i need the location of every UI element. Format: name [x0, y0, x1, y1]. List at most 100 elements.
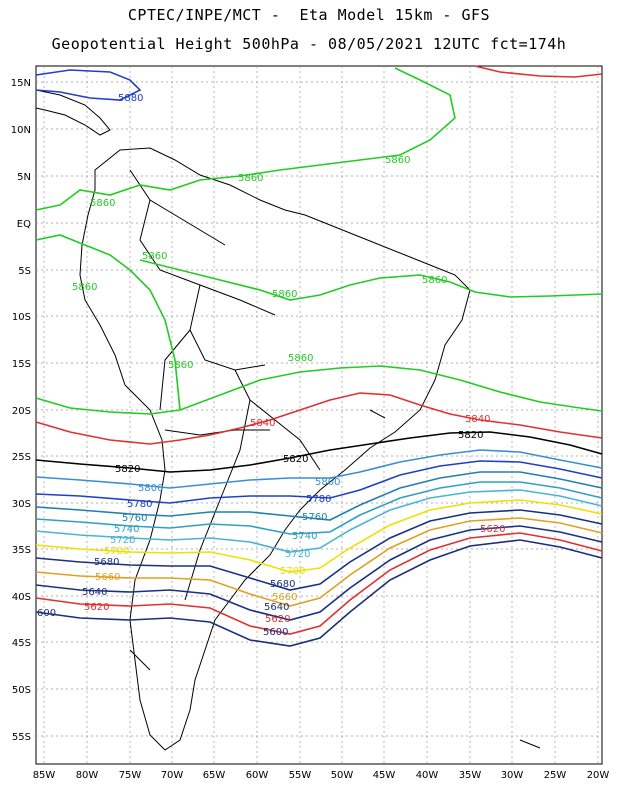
contour-5700 — [35, 499, 603, 573]
coastlines — [35, 89, 541, 751]
latitude-label: 10N — [11, 125, 31, 136]
contour-labels: 5880 5860 5860 5860 5860 5860 5860 5860 … — [37, 93, 505, 638]
longitude-label: 45W — [373, 770, 396, 781]
contour-5660 — [35, 517, 603, 607]
contour-label: 5760 — [302, 512, 327, 523]
contour-label: 5840 — [250, 418, 275, 429]
contour-label: 5680 — [270, 579, 295, 590]
contour-label: 5640 — [82, 587, 107, 598]
longitude-label: 20W — [587, 770, 610, 781]
contour-label: 5660 — [272, 592, 297, 603]
contour-label: 5600 — [263, 627, 288, 638]
contour-5720 — [35, 489, 603, 553]
contour-label: 5680 — [94, 557, 119, 568]
longitude-label: 80W — [76, 770, 99, 781]
contour-5820 — [35, 431, 603, 473]
contour-label: 5860 — [422, 275, 447, 286]
map-title-line1: CPTEC/INPE/MCT - Eta Model 15km - GFS — [127, 6, 491, 24]
contour-label: 5860 — [142, 251, 167, 262]
contour-label: 5660 — [95, 572, 120, 583]
latitude-label: 5N — [17, 172, 31, 183]
contour-label: 5800 — [138, 483, 163, 494]
latitude-labels: 15N 10N 5N EQ 5S 10S 15S 20S 25S 30S 35S 40S 45S 50S 5… — [11, 78, 31, 743]
contour-5680 — [35, 509, 603, 591]
contour-5860-south — [35, 365, 603, 415]
contour-label: 5820 — [458, 430, 483, 441]
contour-5620 — [35, 532, 603, 635]
longitude-label: 60W — [246, 770, 269, 781]
contour-label: 5860 — [72, 282, 97, 293]
contour-5880-east — [474, 65, 603, 78]
south-america-coast — [79, 147, 471, 751]
latitude-label: 15N — [11, 78, 31, 89]
islands — [129, 409, 541, 749]
contour-label: 5860 — [385, 155, 410, 166]
contour-label: 5780 — [127, 499, 152, 510]
longitude-label: 85W — [33, 770, 56, 781]
contour-label: 5820 — [115, 464, 140, 475]
contour-5800 — [35, 449, 603, 489]
latitude-label: 45S — [12, 638, 31, 649]
contour-label: 5860 — [90, 198, 115, 209]
map-title-line2: Geopotential Height 500hPa - 08/05/2021 … — [51, 35, 567, 53]
longitude-label: 70W — [161, 770, 184, 781]
longitude-label: 55W — [289, 770, 312, 781]
contour-label: 5740 — [114, 524, 139, 535]
map-frame — [35, 65, 603, 765]
latitude-label: 20S — [12, 406, 31, 417]
contour-label: 5700 — [104, 546, 129, 557]
contour-label: 5820 — [283, 454, 308, 465]
contour-label: 5860 — [272, 289, 297, 300]
contour-label: 5700 — [280, 566, 305, 577]
central-america-coast — [35, 89, 111, 136]
contour-5860-west — [35, 234, 181, 411]
contour-5760 — [35, 471, 603, 521]
contour-label: 5620 — [84, 602, 109, 613]
contour-label: 5780 — [306, 494, 331, 505]
contour-label: 5620 — [480, 524, 505, 535]
latitude-label: 55S — [12, 732, 31, 743]
longitude-label: 75W — [119, 770, 142, 781]
country-borders — [129, 169, 321, 601]
contour-label: 5860 — [288, 353, 313, 364]
longitude-label: 25W — [544, 770, 567, 781]
contour-label: 5760 — [122, 513, 147, 524]
height-contours — [35, 65, 603, 647]
longitude-label: 50W — [331, 770, 354, 781]
contour-5600 — [35, 539, 603, 647]
contour-5860-north — [35, 67, 456, 211]
contour-label: 5720 — [110, 535, 135, 546]
longitude-labels: 85W 80W 75W 70W 65W 60W 55W 50W 45W 40W 35W 30W 25W 2… — [33, 770, 610, 781]
latitude-label: 10S — [12, 312, 31, 323]
latitude-label: 30S — [12, 499, 31, 510]
contour-5880 — [35, 69, 142, 101]
contour-label: 5800 — [315, 477, 340, 488]
latitude-label: 50S — [12, 685, 31, 696]
latitude-label: 15S — [12, 359, 31, 370]
contour-label: 5860 — [238, 173, 263, 184]
longitude-label: 65W — [203, 770, 226, 781]
contour-label: 5860 — [168, 360, 193, 371]
contour-5840 — [35, 392, 603, 445]
contour-5780 — [35, 460, 603, 504]
longitude-label: 35W — [459, 770, 482, 781]
contour-label: 5840 — [465, 414, 490, 425]
longitude-label: 40W — [416, 770, 439, 781]
contour-label: 5880 — [118, 93, 143, 104]
contour-label: 5740 — [292, 531, 317, 542]
latitude-label: 5S — [18, 266, 31, 277]
contour-5860-main — [139, 259, 603, 301]
longitude-label: 30W — [501, 770, 524, 781]
graticule — [36, 66, 602, 764]
contour-5640 — [35, 525, 603, 621]
latitude-label: 25S — [12, 452, 31, 463]
latitude-label: 40S — [12, 592, 31, 603]
contour-label: 5720 — [285, 549, 310, 560]
contour-5740 — [35, 481, 603, 535]
contour-label: 600 — [37, 608, 56, 619]
latitude-label: 35S — [12, 545, 31, 556]
contour-label: 5620 — [265, 614, 290, 625]
latitude-label: EQ — [17, 219, 31, 230]
contour-label: 5640 — [264, 602, 289, 613]
